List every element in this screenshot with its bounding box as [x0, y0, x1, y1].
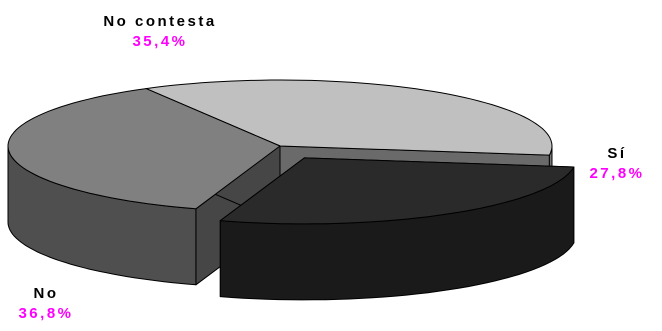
slice-name: Sí: [607, 145, 627, 162]
slice-percent: 27,8%: [589, 165, 645, 182]
slice-si-top: [219, 157, 575, 225]
slice-name: No contesta: [103, 13, 217, 30]
slice-no-contesta-top: [145, 79, 553, 156]
slice-no-top: [7, 88, 281, 210]
slice-label-no: No 36,8%: [6, 284, 86, 324]
slice-label-no-contesta: No contesta 35,4%: [60, 12, 260, 52]
slice-name: No: [33, 285, 59, 302]
slice-percent: 35,4%: [132, 33, 188, 50]
slice-label-si: Sí 27,8%: [572, 144, 662, 184]
slice-percent: 36,8%: [18, 305, 74, 322]
